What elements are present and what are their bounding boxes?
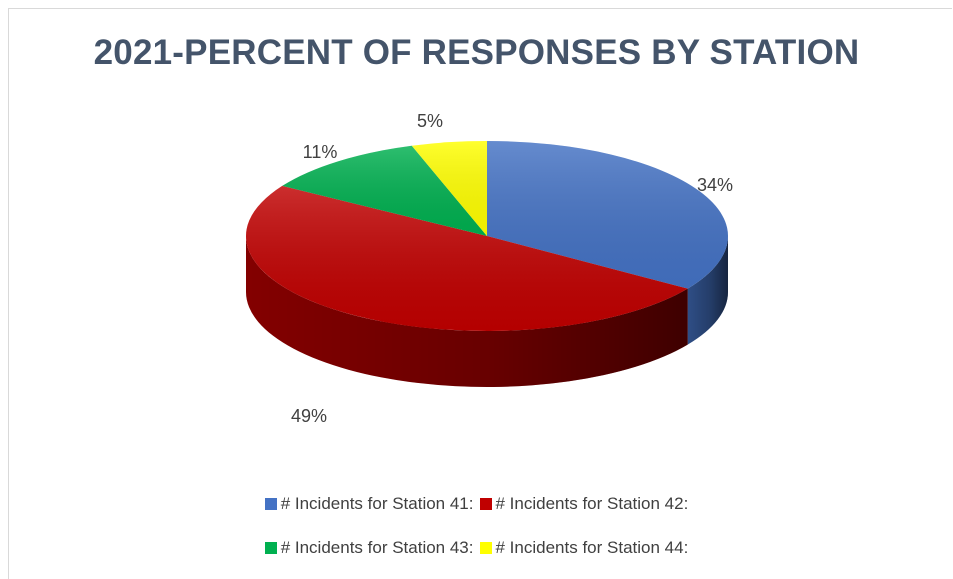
legend-swatch-station-43 [264,542,277,554]
legend-item-station-42: # Incidents for Station 42: [479,494,689,514]
legend-swatch-station-44 [479,542,492,554]
legend-item-station-44: # Incidents for Station 44: [479,538,689,558]
legend-item-station-43: # Incidents for Station 43: [264,538,474,558]
legend-label-station-44: # Incidents for Station 44: [495,538,689,557]
legend-row-2: # Incidents for Station 43: # Incidents … [0,538,953,558]
pie-slice-shade [282,145,487,236]
legend-label-station-42: # Incidents for Station 42: [495,494,689,513]
legend-item-station-41: # Incidents for Station 41: [264,494,474,514]
chart-title: 2021-PERCENT OF RESPONSES BY STATION [93,33,860,72]
legend-label-station-41: # Incidents for Station 41: [280,494,474,513]
legend-swatch-station-42 [479,498,492,510]
legend-label-station-43: # Incidents for Station 43: [280,538,474,557]
pie-slice-shade [487,141,729,289]
legend-row-1: # Incidents for Station 41: # Incidents … [0,494,953,514]
pie-side-shade [687,236,728,345]
pie-slice-shade [245,185,688,332]
pie-chart: 34% 49% 11% 5% [245,111,733,426]
pie-side-shade [246,236,688,388]
data-label-station-41: 34% [697,175,733,195]
legend-swatch-station-41 [264,498,277,510]
data-label-station-44: 5% [417,111,443,131]
data-label-station-43: 11% [303,142,338,162]
pie-slice-shade [411,141,487,236]
data-label-station-42: 49% [291,406,327,426]
